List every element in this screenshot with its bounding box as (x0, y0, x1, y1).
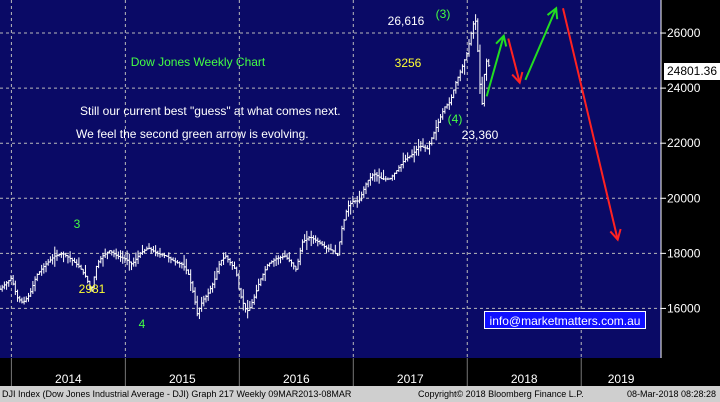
low-2015-label: 2981 (79, 282, 106, 296)
y-tick-label: 22000 (667, 136, 701, 150)
drop-label: 3256 (395, 56, 422, 70)
y-axis-panel (661, 0, 720, 358)
x-tick-label: 2016 (283, 372, 310, 386)
wave-4-label-2015: 4 (139, 317, 146, 331)
projection-arrow-head (495, 33, 508, 47)
last-price-label: 24801.36 (664, 63, 720, 80)
y-tick-label: 20000 (667, 191, 701, 205)
projection-arrow-line (562, 8, 619, 240)
x-axis-panel (0, 358, 661, 386)
plot-background (0, 0, 661, 358)
projection-arrow-line (485, 35, 505, 97)
projection-arrow-head (546, 6, 559, 20)
x-tick-label: 2018 (511, 372, 538, 386)
wave-4-label-2018: (4) (448, 112, 463, 126)
wave-3-label-2018: (3) (436, 7, 451, 21)
low-2018-label: 23,360 (462, 128, 499, 142)
y-tick-label: 26000 (667, 26, 701, 40)
x-tick-label: 2017 (397, 372, 424, 386)
y-tick-label: 18000 (667, 246, 701, 260)
comment-line-1: Still our current best "guess" at what c… (80, 104, 341, 118)
chart-title: Dow Jones Weekly Chart (131, 55, 266, 69)
projection-arrow-head (511, 71, 524, 85)
y-tick-label: 16000 (667, 301, 701, 315)
y-tick-label: 24000 (667, 81, 701, 95)
wave-3-label-2014: 3 (74, 217, 81, 231)
footer-security: DJI Index (Dow Jones Industrial Average … (2, 389, 352, 399)
projection-arrow-head (609, 228, 622, 242)
projection-arrow-line (524, 7, 558, 81)
projection-arrow-line (507, 38, 521, 83)
x-tick-label: 2019 (608, 372, 635, 386)
footer-timestamp: 08-Mar-2018 08:28:28 (626, 389, 716, 399)
x-tick-label: 2014 (55, 372, 82, 386)
comment-line-2: We feel the second green arrow is evolvi… (76, 127, 309, 141)
status-footer: DJI Index (Dow Jones Industrial Average … (0, 386, 720, 402)
chart-svg: 16000 18000 20000 22000 24000 26000 2014 2015 2… (0, 0, 720, 386)
x-tick-label: 2015 (169, 372, 196, 386)
high-label: 26,616 (388, 14, 425, 28)
contact-email[interactable]: info@marketmatters.com.au (484, 311, 646, 329)
footer-copyright: Copyright© 2018 Bloomberg Finance L.P. (418, 389, 584, 399)
